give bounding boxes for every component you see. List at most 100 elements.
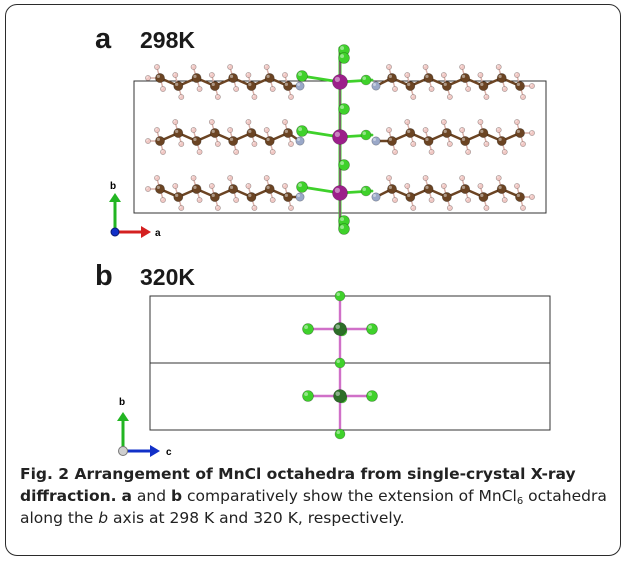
hydrogen-atom-highlight: [146, 139, 148, 141]
carbon-atom: [478, 192, 489, 202]
chlorine-atom: [338, 223, 350, 235]
chlorine-atom-highlight: [336, 359, 340, 363]
carbon-atom-highlight: [498, 185, 502, 189]
hydrogen-atom-highlight: [484, 206, 487, 208]
carbon-atom-highlight: [248, 193, 252, 197]
chlorine-atom-highlight: [340, 46, 345, 50]
nitrogen-atom: [371, 136, 381, 146]
hydrogen-atom-highlight: [460, 128, 463, 130]
carbon-atom: [191, 73, 202, 83]
hydrogen-atom: [520, 205, 526, 211]
hydrogen-atom-highlight: [521, 95, 524, 97]
chlorine-atom: [360, 74, 372, 86]
hydrogen-atom: [282, 183, 288, 189]
caption-title: Fig. 2 Arrangement of MnCl octahedra fro…: [20, 465, 576, 505]
carbon-atom: [155, 73, 165, 83]
figure-frame: [5, 4, 621, 556]
hydrogen-atom-highlight: [466, 87, 469, 89]
carbon-atom-highlight: [248, 82, 252, 86]
manganese-atom-highlight: [335, 391, 340, 396]
chlorine-atom-highlight: [362, 187, 366, 191]
carbon-atom: [191, 184, 202, 194]
hydrogen-atom-highlight: [228, 128, 231, 130]
manganese-atom: [333, 389, 347, 403]
caption-subscript: 6: [516, 496, 524, 507]
hydrogen-atom-highlight: [264, 65, 267, 67]
carbon-atom: [496, 184, 507, 194]
chlorine-atom: [366, 323, 378, 335]
hydrogen-atom-highlight: [197, 150, 200, 152]
chlorine-atom-highlight: [340, 105, 345, 109]
carbon-atom-highlight: [480, 193, 484, 197]
hydrogen-atom: [483, 94, 490, 100]
hydrogen-atom-highlight: [442, 184, 444, 186]
hydrogen-atom: [446, 205, 453, 211]
chlorine-atom-highlight: [340, 225, 345, 229]
axis-a-label: a: [155, 228, 161, 239]
carbon-atom-highlight: [480, 129, 484, 133]
carbon-atom: [173, 81, 184, 91]
carbon-atom: [387, 73, 397, 83]
carbon-atom-highlight: [266, 137, 270, 141]
carbon-atom: [460, 184, 471, 194]
hydrogen-atom: [514, 183, 520, 189]
hydrogen-atom: [233, 149, 240, 155]
hydrogen-atom: [520, 141, 526, 147]
hydrogen-atom-highlight: [411, 95, 414, 97]
carbon-atom: [209, 81, 220, 91]
chlorine-atom: [334, 357, 346, 369]
hydrogen-atom-highlight: [429, 150, 432, 152]
panel-a-temperature: 298K: [140, 27, 195, 53]
hydrogen-atom-highlight: [146, 76, 148, 78]
hydrogen-atom: [392, 86, 398, 92]
hydrogen-atom-highlight: [515, 120, 518, 122]
hydrogen-atom: [160, 149, 166, 155]
nitrogen-atom-highlight: [373, 138, 376, 141]
panel-a-atoms: [145, 44, 535, 235]
hydrogen-atom: [440, 119, 447, 125]
hydrogen-atom-highlight: [252, 95, 255, 97]
carbon-atom-highlight: [425, 74, 429, 78]
carbon-atom: [423, 184, 434, 194]
panel-b-crystal-structure: b c: [117, 290, 551, 458]
hydrogen-atom-highlight: [161, 198, 163, 200]
hydrogen-atom: [392, 149, 398, 155]
nitrogen-atom: [295, 136, 305, 146]
hydrogen-atom-highlight: [448, 95, 450, 97]
caption-text-1: comparatively show the extension of MnCl: [182, 487, 517, 505]
carbon-atom-highlight: [443, 193, 447, 197]
hydrogen-atom-highlight: [411, 142, 414, 144]
hydrogen-atom-highlight: [289, 142, 291, 144]
caption-ref-a: a: [121, 487, 132, 505]
carbon-atom-highlight: [516, 82, 520, 86]
hydrogen-atom-highlight: [521, 206, 524, 208]
hydrogen-atom-highlight: [270, 150, 273, 152]
chlorine-atom: [338, 103, 350, 115]
carbon-atom: [496, 73, 507, 83]
hydrogen-atom-highlight: [155, 65, 157, 67]
hydrogen-atom: [245, 183, 252, 189]
panel-b-label: b: [95, 260, 113, 292]
chlorine-atom: [302, 390, 314, 402]
hydrogen-atom-highlight: [246, 184, 249, 186]
carbon-atom: [387, 184, 397, 194]
chlorine-atom: [296, 70, 308, 82]
hydrogen-atom: [214, 141, 221, 147]
carbon-atom: [155, 136, 165, 146]
hydrogen-atom-highlight: [405, 73, 408, 75]
hydrogen-atom-highlight: [502, 87, 505, 89]
hydrogen-atom-highlight: [478, 184, 481, 186]
hydrogen-atom: [514, 72, 520, 78]
hydrogen-atom-highlight: [289, 95, 291, 97]
hydrogen-atom-highlight: [264, 176, 267, 178]
manganese-atom-highlight: [334, 131, 340, 137]
hydrogen-atom-highlight: [210, 73, 212, 75]
chlorine-atom-highlight: [362, 76, 366, 80]
hydrogen-atom: [428, 149, 435, 155]
hydrogen-atom-highlight: [460, 176, 463, 178]
hydrogen-atom-highlight: [191, 176, 194, 178]
hydrogen-atom: [428, 86, 435, 92]
axis-b-label-2: b: [119, 397, 125, 408]
hydrogen-atom-highlight: [191, 65, 194, 67]
chlorine-atom: [338, 159, 350, 171]
